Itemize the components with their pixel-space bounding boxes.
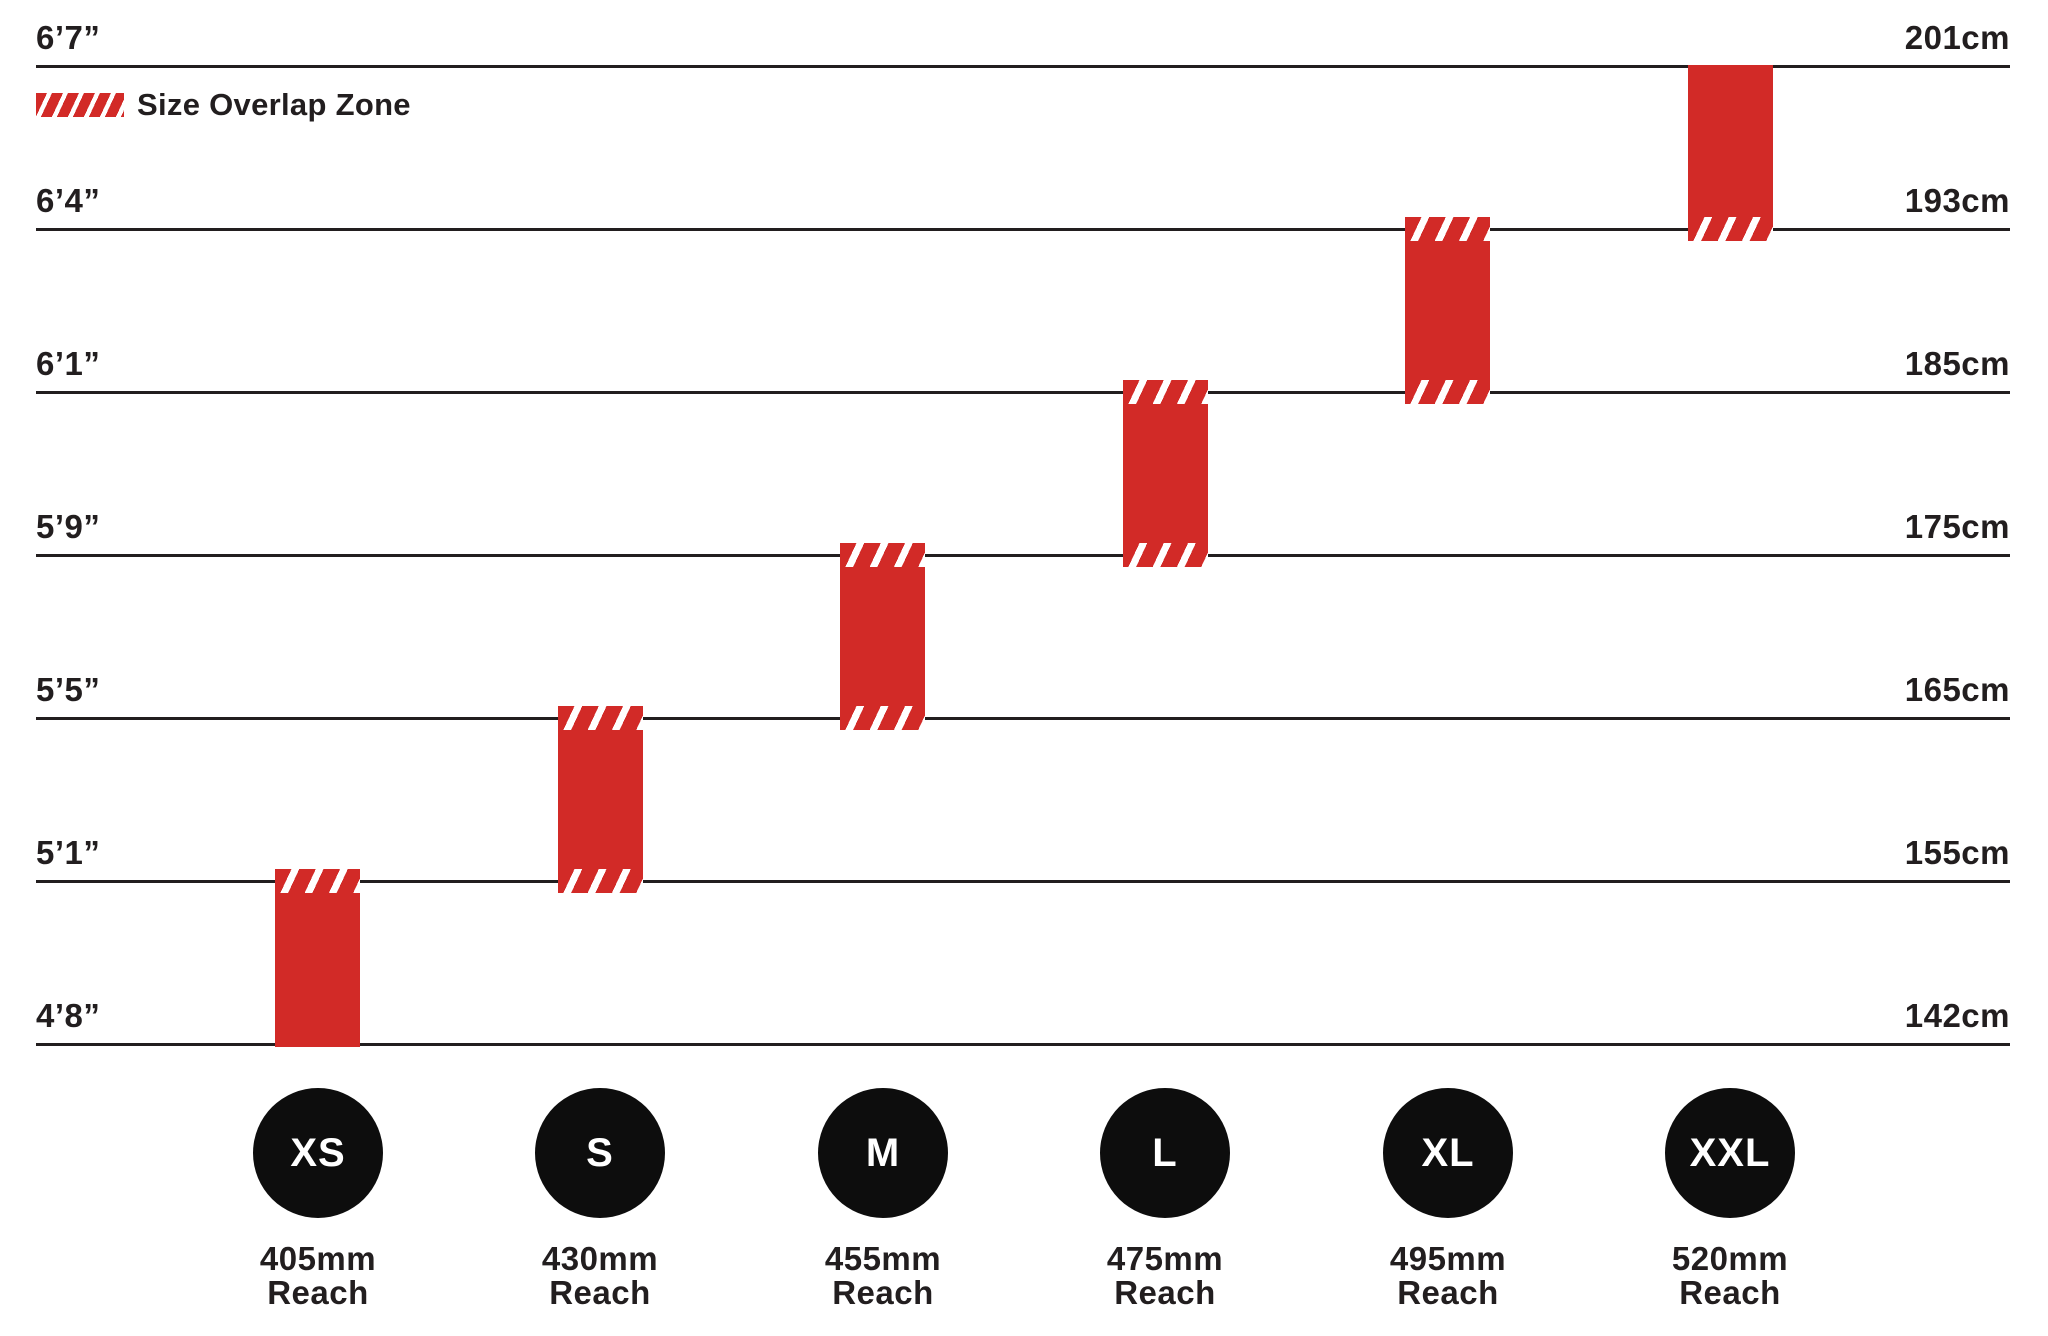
size-range-bar-m (840, 543, 925, 730)
size-range-bar-xs (275, 869, 360, 1047)
gridline (36, 880, 2010, 883)
size-badge-label: L (1152, 1130, 1178, 1175)
reach-value: 405mm (259, 1240, 377, 1277)
reach-value: 455mm (824, 1240, 942, 1277)
overlap-hatch-top (840, 543, 925, 567)
overlap-hatch-top (1405, 217, 1490, 241)
reach-word: Reach (549, 1274, 651, 1311)
reach-word: Reach (1679, 1274, 1781, 1311)
metric-height-label: 155cm (1904, 834, 2010, 871)
overlap-zone-legend: Size Overlap Zone (36, 87, 411, 123)
reach-label-l: 475mm Reach (1055, 1242, 1275, 1310)
size-badge-m: M (818, 1088, 948, 1218)
overlap-hatch-top (1123, 380, 1208, 404)
hatch-swatch-icon (36, 93, 124, 117)
imperial-height-label: 5’9” (36, 508, 101, 545)
gridline (36, 717, 2010, 720)
size-badge-label: XXL (1689, 1130, 1771, 1175)
reach-value: 475mm (1106, 1240, 1224, 1277)
gridline (36, 1043, 2010, 1046)
reach-word: Reach (1114, 1274, 1216, 1311)
size-range-bar-xl (1405, 217, 1490, 404)
size-badge-xs: XS (253, 1088, 383, 1218)
overlap-hatch-top (558, 706, 643, 730)
overlap-hatch-bottom (558, 869, 643, 893)
reach-value: 430mm (541, 1240, 659, 1277)
metric-height-label: 193cm (1904, 182, 2010, 219)
overlap-hatch-bottom (1123, 543, 1208, 567)
metric-height-label: 165cm (1904, 671, 2010, 708)
overlap-hatch-bottom (1688, 217, 1773, 241)
size-range-bar-xxl (1688, 65, 1773, 241)
legend-label: Size Overlap Zone (137, 87, 411, 122)
gridline (36, 228, 2010, 231)
overlap-hatch-top (275, 869, 360, 893)
reach-value: 520mm (1671, 1240, 1789, 1277)
size-range-bar-s (558, 706, 643, 893)
overlap-hatch-bottom (840, 706, 925, 730)
metric-height-label: 175cm (1904, 508, 2010, 545)
size-badge-label: XL (1421, 1130, 1475, 1175)
imperial-height-label: 5’1” (36, 834, 101, 871)
reach-label-m: 455mm Reach (773, 1242, 993, 1310)
reach-label-xxl: 520mm Reach (1620, 1242, 1840, 1310)
reach-word: Reach (832, 1274, 934, 1311)
size-badge-label: S (586, 1130, 614, 1175)
metric-height-label: 185cm (1904, 345, 2010, 382)
gridline (36, 391, 2010, 394)
reach-label-xl: 495mm Reach (1338, 1242, 1558, 1310)
size-badge-label: XS (290, 1130, 346, 1175)
gridline (36, 554, 2010, 557)
reach-word: Reach (267, 1274, 369, 1311)
imperial-height-label: 6’7” (36, 19, 101, 56)
size-badge-s: S (535, 1088, 665, 1218)
imperial-height-label: 6’4” (36, 182, 101, 219)
imperial-height-label: 4’8” (36, 997, 101, 1034)
overlap-hatch-bottom (1405, 380, 1490, 404)
reach-value: 495mm (1389, 1240, 1507, 1277)
reach-word: Reach (1397, 1274, 1499, 1311)
gridline (36, 65, 2010, 68)
size-badge-label: M (865, 1130, 901, 1175)
reach-label-xs: 405mm Reach (208, 1242, 428, 1310)
imperial-height-label: 6’1” (36, 345, 101, 382)
reach-label-s: 430mm Reach (490, 1242, 710, 1310)
size-badge-l: L (1100, 1088, 1230, 1218)
size-badge-xxl: XXL (1665, 1088, 1795, 1218)
size-badge-xl: XL (1383, 1088, 1513, 1218)
metric-height-label: 142cm (1904, 997, 2010, 1034)
imperial-height-label: 5’5” (36, 671, 101, 708)
metric-height-label: 201cm (1904, 19, 2010, 56)
size-range-bar-l (1123, 380, 1208, 567)
